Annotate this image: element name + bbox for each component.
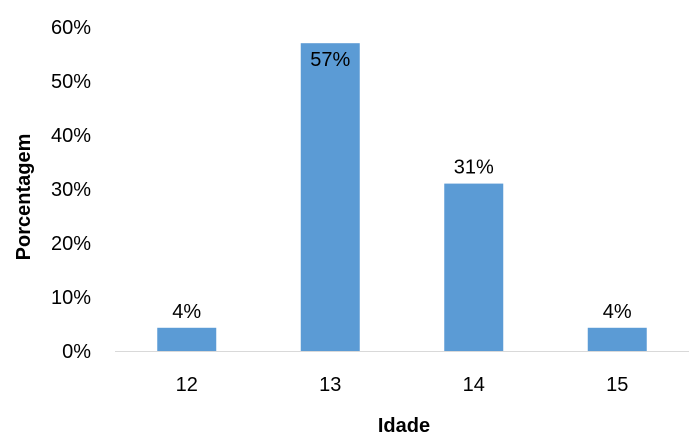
bar-15	[587, 327, 647, 351]
bars	[157, 43, 647, 351]
y-tick-label: 20%	[51, 233, 91, 255]
y-tick-label: 50%	[51, 71, 91, 93]
y-tick-label: 10%	[51, 287, 91, 309]
data-labels: 4% 57% 31% 4%	[172, 49, 632, 323]
y-axis-ticks: 0% 10% 20% 30% 40% 50% 60%	[51, 17, 91, 363]
x-tick-label: 14	[463, 374, 485, 396]
data-label-14: 31%	[454, 157, 494, 179]
x-tick-label: 15	[606, 374, 628, 396]
bar-13	[300, 43, 360, 351]
x-axis-ticks: 12 13 14 15	[176, 374, 629, 396]
y-axis-title: Porcentagem	[13, 134, 35, 261]
data-label-12: 4%	[172, 301, 201, 323]
bar-14	[444, 183, 504, 351]
x-tick-label: 13	[319, 374, 341, 396]
data-label-13: 57%	[310, 49, 350, 71]
y-tick-label: 30%	[51, 179, 91, 201]
data-label-15: 4%	[603, 301, 632, 323]
y-tick-label: 40%	[51, 125, 91, 147]
bar-12	[157, 327, 217, 351]
y-tick-label: 0%	[62, 341, 91, 363]
x-tick-label: 12	[176, 374, 198, 396]
y-tick-label: 60%	[51, 17, 91, 39]
x-axis-title: Idade	[378, 415, 430, 434]
